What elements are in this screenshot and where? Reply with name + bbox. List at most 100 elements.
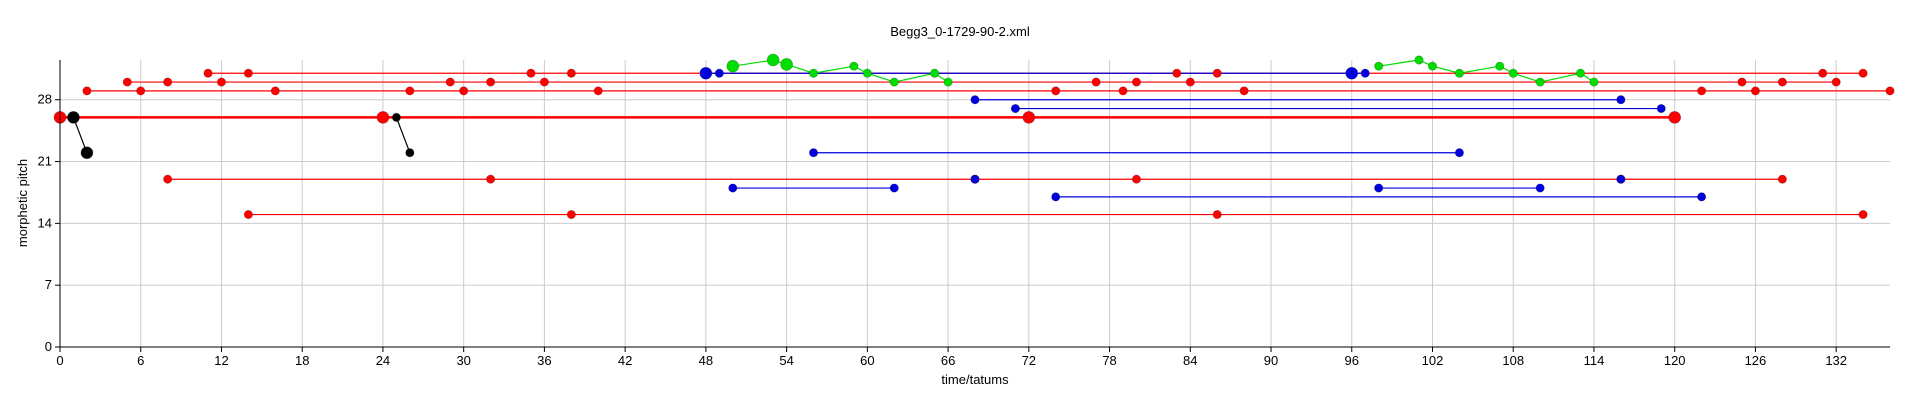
x-tick-label: 78 — [1102, 353, 1116, 368]
data-point — [459, 86, 469, 96]
data-point — [1831, 77, 1841, 87]
data-point — [1656, 103, 1666, 114]
data-point — [485, 174, 496, 184]
x-tick-label: 12 — [214, 353, 228, 368]
data-point — [1575, 68, 1586, 78]
data-point — [1131, 174, 1142, 184]
series-line — [867, 72, 895, 83]
y-tick-label: 0 — [45, 339, 52, 354]
data-point — [1172, 68, 1182, 78]
data-point — [1535, 77, 1545, 87]
data-point — [808, 148, 819, 158]
data-point — [1454, 68, 1465, 78]
x-tick-label: 114 — [1584, 353, 1605, 368]
data-point — [485, 77, 496, 87]
x-tick-label: 108 — [1502, 353, 1524, 368]
data-point — [122, 77, 132, 87]
data-point — [1616, 174, 1626, 184]
x-tick-label: 18 — [295, 353, 309, 368]
data-point — [970, 95, 980, 105]
chart-title: Begg3_0-1729-90-2.xml — [890, 24, 1030, 39]
data-point — [1668, 111, 1682, 124]
data-point — [1345, 66, 1359, 80]
data-point — [780, 58, 794, 71]
y-tick-label: 7 — [45, 277, 52, 292]
data-point — [163, 174, 173, 184]
data-point — [1022, 111, 1036, 124]
data-point — [1091, 77, 1101, 87]
data-point — [539, 77, 550, 87]
point-layer — [53, 53, 1895, 220]
data-point — [1414, 55, 1424, 65]
series-line — [72, 117, 88, 153]
data-point — [376, 111, 390, 124]
data-point — [1051, 192, 1061, 202]
data-point — [1212, 68, 1222, 78]
x-tick-label: 42 — [618, 353, 632, 368]
x-axis-label: time/tatums — [941, 372, 1009, 387]
data-point — [1589, 77, 1599, 87]
x-tick-label: 66 — [941, 353, 955, 368]
data-point — [849, 61, 859, 71]
x-tick-label: 6 — [137, 353, 144, 368]
data-point — [163, 77, 173, 87]
data-point — [1858, 68, 1868, 78]
x-tick-label: 90 — [1264, 353, 1278, 368]
data-point — [593, 86, 603, 96]
x-tick-label: 30 — [456, 353, 470, 368]
data-point — [526, 68, 536, 78]
series-line — [894, 72, 935, 83]
data-point — [1212, 209, 1222, 220]
data-point — [699, 66, 713, 80]
data-point — [714, 68, 724, 78]
x-tick-label: 0 — [56, 353, 63, 368]
data-point — [566, 68, 576, 78]
y-tick-label: 21 — [38, 154, 52, 169]
x-tick-label: 126 — [1745, 353, 1767, 368]
data-point — [1858, 209, 1868, 220]
x-tick-label: 84 — [1183, 353, 1197, 368]
data-point — [1508, 68, 1518, 78]
data-point — [1239, 86, 1249, 96]
x-tick-label: 24 — [376, 353, 390, 368]
data-point — [930, 68, 940, 78]
y-tick-label: 28 — [38, 92, 52, 107]
data-point — [1131, 77, 1142, 87]
data-point — [67, 111, 80, 124]
data-point — [1616, 95, 1626, 105]
data-point — [566, 209, 576, 220]
data-point — [726, 59, 740, 73]
data-point — [1010, 103, 1020, 114]
data-point — [1535, 183, 1545, 193]
series-line — [1378, 59, 1420, 67]
data-point — [970, 174, 980, 184]
data-point — [766, 53, 780, 67]
data-point — [82, 86, 92, 96]
data-point — [1750, 86, 1761, 96]
series-line — [1540, 72, 1581, 83]
data-point — [889, 183, 899, 193]
data-point — [1777, 77, 1787, 87]
data-point — [1374, 183, 1384, 193]
data-point — [445, 77, 455, 87]
y-axis-label: morphetic pitch — [15, 159, 30, 247]
data-point — [1051, 86, 1061, 96]
data-point — [243, 68, 253, 78]
data-point — [1818, 68, 1828, 78]
x-tick-label: 36 — [537, 353, 551, 368]
data-point — [1697, 192, 1707, 202]
data-point — [1885, 86, 1895, 96]
data-point — [203, 68, 213, 78]
x-tick-label: 54 — [779, 353, 793, 368]
data-point — [862, 68, 872, 78]
series-line — [1432, 65, 1460, 74]
axis-layer: 0 6 12 18 24 30 36 42 48 54 60 66 72 78 84 90 96 102 108 11… — [38, 60, 1890, 368]
x-tick-label: 120 — [1664, 353, 1686, 368]
data-point — [808, 68, 819, 78]
data-point — [943, 77, 953, 87]
series-line — [1459, 65, 1500, 74]
x-tick-label: 102 — [1422, 353, 1444, 368]
data-point — [1454, 148, 1465, 158]
